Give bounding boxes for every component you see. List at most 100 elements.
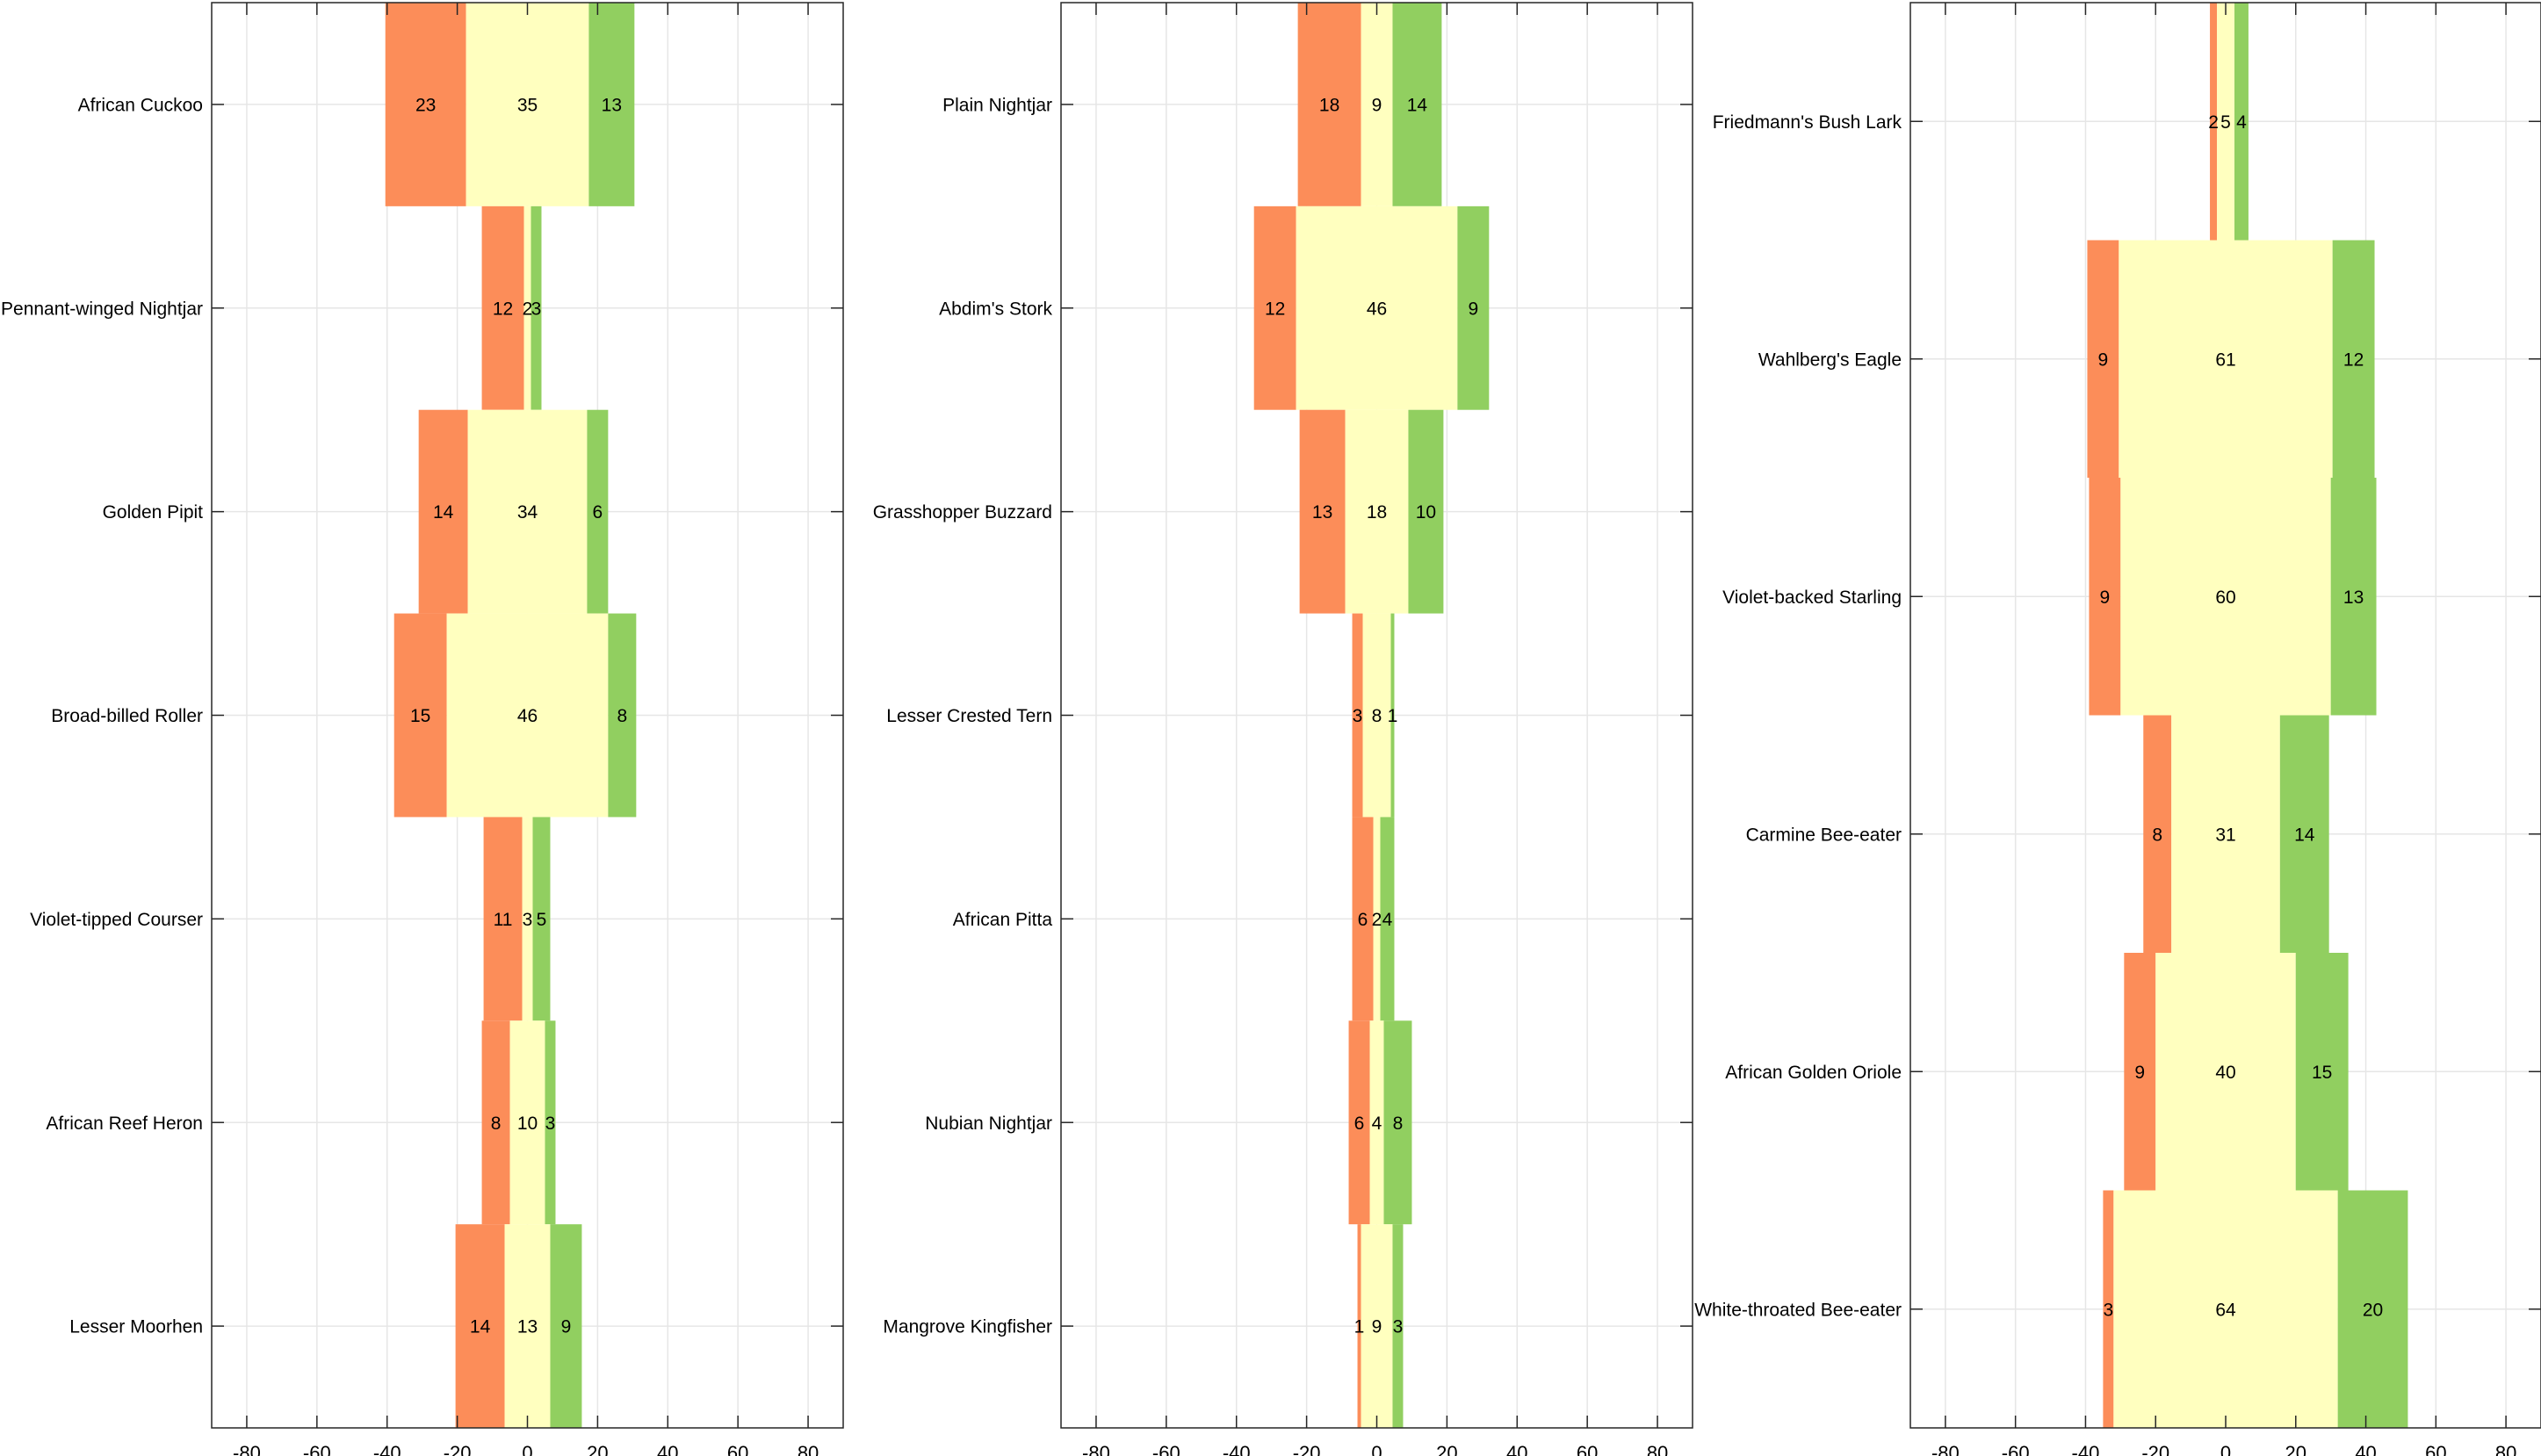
bar-negative xyxy=(455,1224,505,1428)
data-label-positive: 10 xyxy=(1416,502,1436,523)
data-label-neutral: 46 xyxy=(1367,299,1387,319)
data-label-negative: 9 xyxy=(2098,350,2109,370)
x-tick-label: 80 xyxy=(1647,1442,1668,1456)
bar-neutral xyxy=(1361,3,1393,206)
data-label-neutral: 2 xyxy=(1372,910,1382,930)
bar-neutral xyxy=(1361,1224,1393,1428)
data-label-negative: 12 xyxy=(1265,299,1285,319)
data-label-negative: 6 xyxy=(1358,910,1368,930)
x-tick-label: 60 xyxy=(727,1442,748,1456)
data-label-positive: 9 xyxy=(1469,299,1479,319)
data-label-positive: 9 xyxy=(561,1317,572,1337)
x-tick-label: 80 xyxy=(2495,1442,2516,1456)
bar-positive xyxy=(1392,3,1442,206)
bar-neutral xyxy=(1362,613,1391,818)
data-label-neutral: 10 xyxy=(517,1114,538,1134)
bar-positive xyxy=(545,1020,556,1225)
bar-neutral xyxy=(2120,478,2331,716)
bar-positive xyxy=(1408,409,1444,614)
data-label-negative: 9 xyxy=(2134,1063,2145,1083)
x-tick-label: 0 xyxy=(522,1442,532,1456)
bar-neutral xyxy=(2119,240,2333,478)
bar-positive xyxy=(2234,3,2249,241)
data-label-neutral: 34 xyxy=(517,502,538,523)
y-tick-label: Friedmann's Bush Lark xyxy=(1713,112,1902,133)
bar-negative xyxy=(1348,1020,1370,1225)
x-tick-label: 20 xyxy=(1436,1442,1457,1456)
bar-positive xyxy=(608,613,637,818)
bar-positive xyxy=(532,817,551,1021)
bar-neutral xyxy=(2113,1190,2338,1428)
x-tick-label: -40 xyxy=(2072,1442,2100,1456)
data-label-negative: 13 xyxy=(1312,502,1332,523)
bar-negative xyxy=(418,409,468,614)
y-tick-label: African Cuckoo xyxy=(78,95,203,115)
x-tick-label: 40 xyxy=(2355,1442,2376,1456)
bar-neutral xyxy=(1345,409,1409,614)
data-label-neutral: 3 xyxy=(523,910,533,930)
bar-negative xyxy=(2103,1190,2114,1428)
data-label-negative: 3 xyxy=(1353,706,1363,726)
bar-negative xyxy=(1352,613,1363,818)
bar-neutral xyxy=(1369,1020,1384,1225)
bar-positive xyxy=(1457,205,1490,410)
y-tick-label: Wahlberg's Eagle xyxy=(1758,350,1902,370)
y-tick-label: Lesser Moorhen xyxy=(69,1317,203,1337)
data-label-positive: 8 xyxy=(617,706,628,726)
data-label-negative: 14 xyxy=(470,1317,491,1337)
x-tick-label: 0 xyxy=(2220,1442,2231,1456)
x-tick-label: -60 xyxy=(1152,1442,1180,1456)
bar-positive xyxy=(1383,1020,1412,1225)
bar-neutral xyxy=(467,409,588,614)
x-tick-label: 20 xyxy=(587,1442,608,1456)
data-label-neutral: 9 xyxy=(1372,95,1382,115)
bar-negative xyxy=(1297,3,1361,206)
data-label-negative: 6 xyxy=(1354,1114,1365,1134)
data-label-positive: 13 xyxy=(2343,587,2364,608)
x-tick-label: -40 xyxy=(1223,1442,1251,1456)
bar-neutral xyxy=(466,3,589,206)
bar-neutral xyxy=(446,613,609,818)
bar-neutral xyxy=(2171,715,2280,953)
data-label-positive: 14 xyxy=(1407,95,1428,115)
bar-neutral xyxy=(1373,817,1381,1021)
data-label-neutral: 9 xyxy=(1372,1317,1382,1337)
data-label-positive: 14 xyxy=(2294,825,2315,845)
data-label-negative: 8 xyxy=(491,1114,502,1134)
x-tick-label: -60 xyxy=(303,1442,331,1456)
data-label-neutral: 2 xyxy=(523,299,533,319)
x-tick-label: 60 xyxy=(1577,1442,1598,1456)
data-label-neutral: 64 xyxy=(2215,1300,2236,1320)
data-label-neutral: 5 xyxy=(2220,112,2231,133)
data-label-negative: 18 xyxy=(1319,95,1339,115)
data-label-negative: 11 xyxy=(494,910,513,930)
x-tick-label: 20 xyxy=(2285,1442,2306,1456)
data-label-negative: 12 xyxy=(493,299,513,319)
data-label-positive: 3 xyxy=(545,1114,556,1134)
data-label-neutral: 4 xyxy=(1372,1114,1382,1134)
bar-neutral xyxy=(523,205,531,410)
y-tick-label: Lesser Crested Tern xyxy=(886,706,1052,726)
data-label-neutral: 18 xyxy=(1367,502,1387,523)
x-tick-label: -80 xyxy=(233,1442,261,1456)
bar-negative xyxy=(393,613,447,818)
data-label-neutral: 31 xyxy=(2215,825,2235,845)
data-label-negative: 9 xyxy=(2100,587,2111,608)
data-label-neutral: 35 xyxy=(517,95,538,115)
bar-neutral xyxy=(2155,953,2296,1191)
bar-neutral xyxy=(509,1020,545,1225)
data-label-positive: 4 xyxy=(1382,910,1393,930)
bar-positive xyxy=(588,3,635,206)
y-tick-label: African Pitta xyxy=(953,910,1053,930)
bar-positive xyxy=(2330,478,2377,716)
data-label-neutral: 46 xyxy=(517,706,538,726)
data-label-positive: 6 xyxy=(593,502,603,523)
chart-panel-3: 2 5 4 Friedmann's Bush Lark 9 61 12 Wahlberg's … xyxy=(1694,2,2541,1456)
bar-negative xyxy=(481,205,524,410)
data-label-neutral: 61 xyxy=(2215,350,2235,370)
bar-positive xyxy=(2332,240,2375,478)
data-label-positive: 5 xyxy=(537,910,547,930)
y-tick-label: Mangrove Kingfisher xyxy=(883,1317,1052,1337)
data-label-negative: 8 xyxy=(2152,825,2162,845)
data-label-positive: 4 xyxy=(2236,112,2247,133)
